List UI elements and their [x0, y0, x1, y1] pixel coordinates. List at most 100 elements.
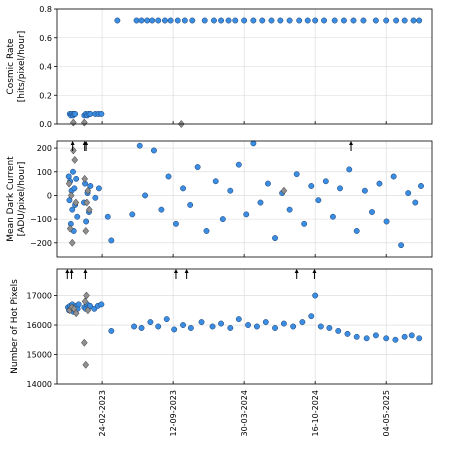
xtick-label: 12-09-2023 [169, 390, 178, 437]
xtick-label: 30-03-2024 [240, 390, 249, 437]
arrow-head [294, 269, 299, 273]
data-point [203, 228, 210, 234]
ytick-label: 0.2 [39, 91, 52, 100]
ytick-label: 17000 [27, 292, 52, 301]
data-point [144, 17, 151, 24]
data-point [268, 17, 275, 24]
data-point [326, 325, 333, 331]
data-point-diamond [84, 306, 92, 315]
plot-frame [56, 140, 433, 258]
y-axis-title: Cosmic Rate[hits/pixel/hour] [6, 31, 27, 102]
data-point [392, 336, 399, 343]
data-point [376, 180, 383, 187]
data-point [296, 17, 303, 24]
data-point [149, 17, 156, 24]
data-point-diamond [81, 338, 88, 347]
data-point [104, 213, 111, 220]
arrow-head [184, 269, 189, 273]
data-point [315, 197, 322, 204]
data-point [353, 333, 360, 340]
data-point [147, 319, 154, 326]
data-point [286, 206, 293, 213]
data-point-diamond [83, 198, 91, 207]
arrow-head [84, 141, 89, 145]
arrow-head [69, 269, 74, 273]
data-point [416, 335, 423, 342]
data-point [155, 323, 162, 330]
data-point [383, 17, 390, 24]
data-point [401, 333, 408, 340]
arrow-head [83, 269, 88, 273]
data-point [155, 17, 162, 24]
data-point-diamond [72, 309, 80, 318]
data-point [75, 301, 82, 308]
arrow-head [70, 141, 75, 145]
data-point [350, 17, 357, 24]
data-point [225, 17, 232, 24]
data-point [299, 319, 306, 326]
data-point [74, 213, 81, 220]
data-point [253, 323, 260, 330]
data-point [87, 183, 94, 189]
data-point [187, 201, 194, 208]
xtick-label: 04-05-2025 [382, 390, 391, 437]
plot-frame [56, 8, 433, 125]
data-point [250, 140, 257, 147]
ytick-label: 0.0 [39, 120, 52, 129]
ytick-label: 100 [37, 168, 52, 177]
data-point [353, 228, 360, 234]
data-point [219, 216, 226, 223]
data-point [187, 325, 194, 331]
ytick-label: −100 [30, 215, 52, 224]
data-point [163, 316, 170, 323]
data-point [142, 192, 149, 199]
arrow-head [312, 269, 317, 273]
data-point [83, 218, 90, 225]
data-point [383, 218, 390, 225]
ytick-label: 0.6 [39, 34, 52, 43]
data-point [92, 194, 99, 201]
data-point-diamond [81, 174, 89, 183]
data-point [290, 323, 297, 330]
data-point [257, 199, 264, 206]
data-point [72, 110, 79, 117]
data-point [211, 17, 217, 24]
data-point [416, 17, 423, 24]
ytick-label: 14000 [27, 380, 52, 389]
data-point [218, 320, 225, 327]
data-point [360, 17, 367, 24]
data-point [218, 17, 225, 24]
data-point-diamond [68, 238, 76, 247]
data-point [138, 17, 145, 24]
data-point [180, 322, 187, 328]
panel-1: 0.0 0.2 0.4 0.6 0.8 Cosmic Rate[hits/pixel/ho… [6, 5, 433, 129]
panel-3: 14000 15000 16000 17000 Number of Hot Pixels [10, 268, 433, 389]
data-point [390, 173, 397, 180]
data-point [201, 17, 208, 24]
data-point [301, 220, 308, 227]
data-point [304, 17, 311, 24]
data-point [383, 335, 390, 342]
data-point [401, 17, 408, 24]
y-axis-title: Number of Hot Pixels [10, 279, 20, 374]
data-point [150, 147, 157, 154]
data-point-diamond [82, 360, 90, 369]
data-point [241, 17, 248, 24]
data-point [194, 164, 201, 170]
data-point [95, 185, 102, 192]
data-point [198, 319, 205, 326]
data-point [321, 17, 327, 24]
data-point-diamond [280, 186, 288, 195]
data-point [114, 17, 121, 24]
data-point-diamond [82, 226, 90, 235]
xtick-label: 24-02-2023 [98, 390, 107, 437]
data-point [372, 17, 379, 24]
data-point [71, 185, 78, 192]
data-point [335, 327, 342, 334]
data-point-diamond [67, 191, 75, 200]
data-point [361, 187, 368, 194]
ytick-label: 16000 [27, 321, 52, 330]
data-point [308, 313, 315, 320]
data-point [108, 327, 115, 334]
data-point [87, 302, 93, 309]
